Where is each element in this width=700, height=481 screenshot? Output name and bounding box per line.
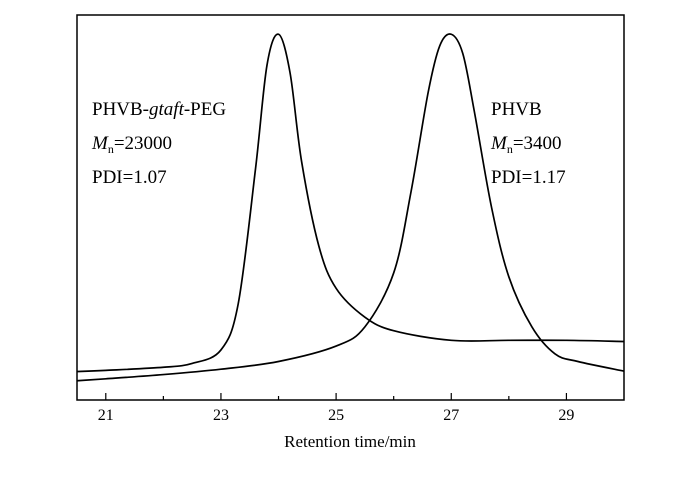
- right-polymer-name: PHVB: [491, 99, 542, 120]
- x-tick-label: 23: [213, 407, 229, 424]
- series-line-right-peak: [76, 33, 625, 382]
- x-tick-label: 27: [443, 407, 459, 424]
- x-axis-label: Retention time/min: [284, 432, 416, 451]
- right-pdi: PDI=1.17: [491, 167, 566, 188]
- x-tick-label: 21: [98, 407, 114, 424]
- right-mn-value: Mn=3400: [490, 133, 562, 156]
- series-line-left-peak: [76, 33, 625, 373]
- left-mn-value: Mn=23000: [91, 133, 172, 156]
- curves: [76, 33, 625, 382]
- left-polymer-name: PHVB-gtaft-PEG: [92, 99, 226, 120]
- x-tick-label: 29: [558, 407, 574, 424]
- x-axis-ticks: 21 23 25 27 29: [98, 393, 574, 424]
- left-pdi: PDI=1.07: [92, 167, 167, 188]
- plot-frame: [76, 14, 625, 401]
- x-tick-label: 25: [328, 407, 344, 424]
